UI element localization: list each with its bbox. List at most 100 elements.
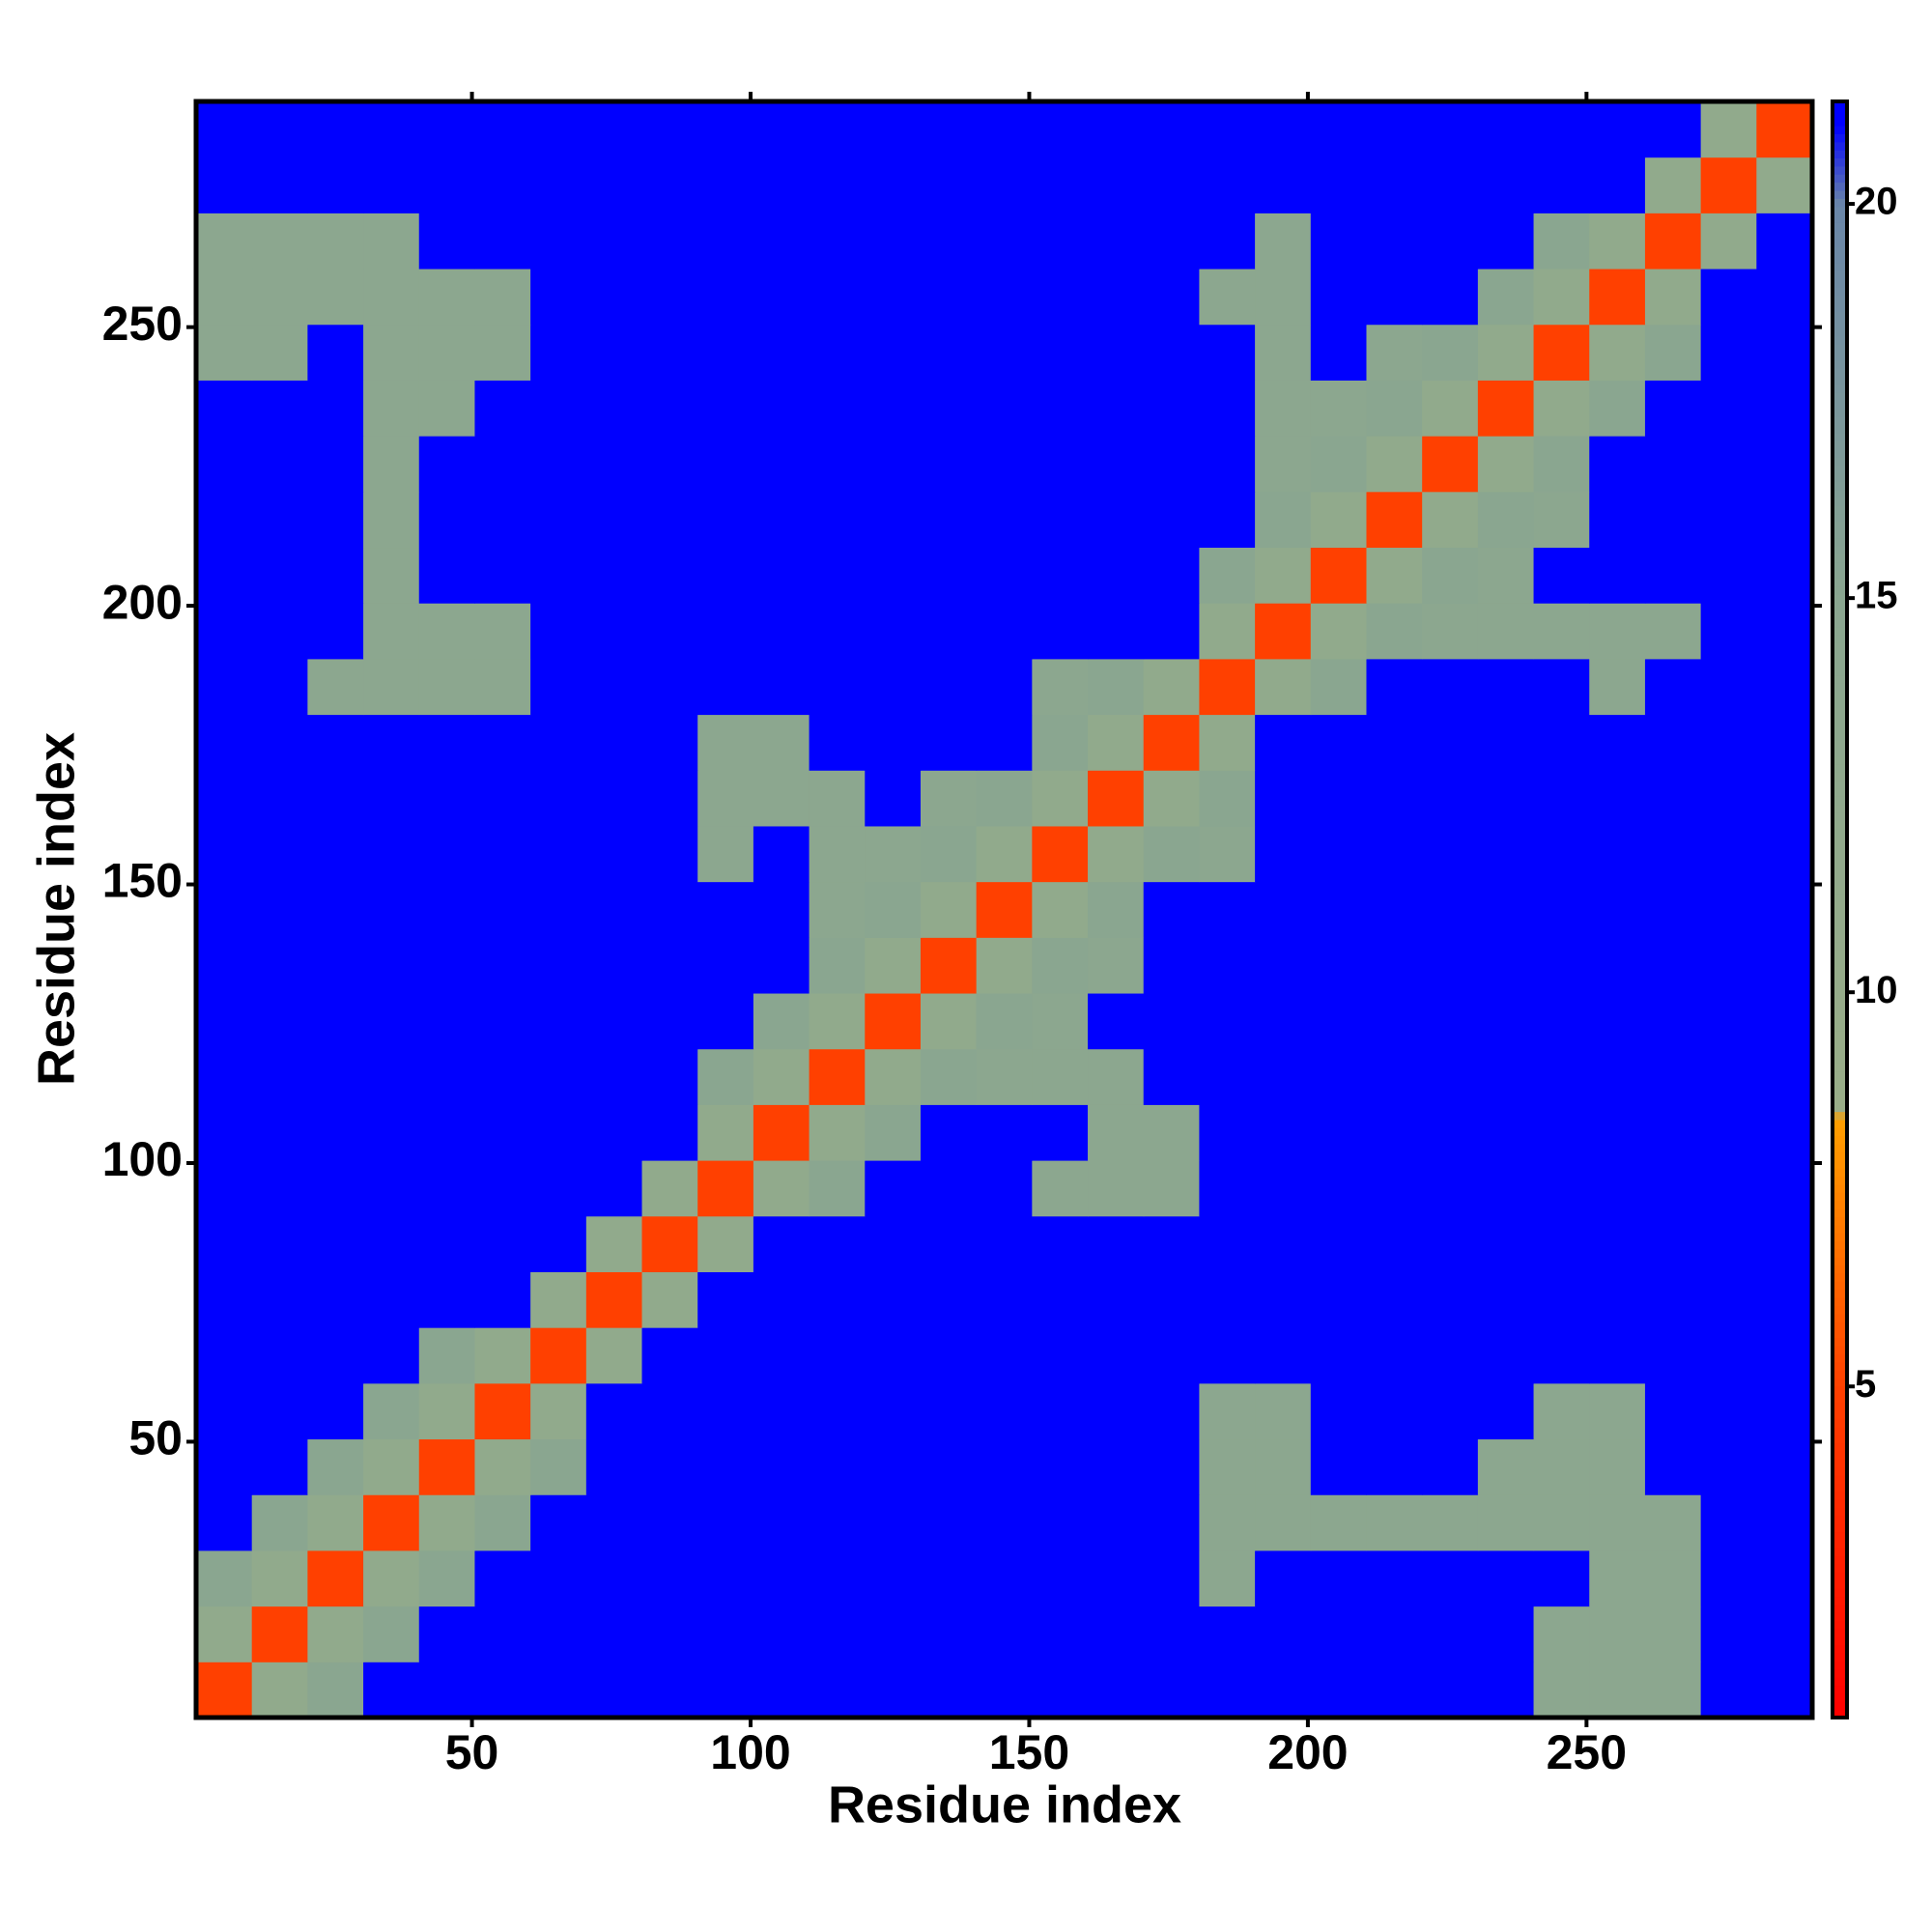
heatmap-cell <box>251 269 308 326</box>
heatmap-cell <box>251 436 308 493</box>
heatmap-cell <box>920 1605 978 1662</box>
colorbar-segment <box>1833 1426 1847 1435</box>
heatmap-cell <box>1756 1215 1813 1272</box>
heatmap-cell <box>697 491 754 549</box>
heatmap-cell <box>809 1271 866 1328</box>
heatmap-cell <box>1310 1438 1367 1495</box>
heatmap-cell <box>1143 881 1200 938</box>
heatmap-cell <box>474 1160 531 1217</box>
heatmap-cell <box>1032 269 1089 326</box>
colorbar-segment <box>1833 117 1847 127</box>
heatmap-cell <box>1589 1382 1646 1440</box>
heatmap-cell <box>418 1215 475 1272</box>
colorbar-segment <box>1833 1636 1847 1646</box>
heatmap-cell <box>1533 1271 1590 1328</box>
heatmap-cell <box>307 156 364 213</box>
colorbar-segment <box>1833 1418 1847 1428</box>
heatmap-cell <box>1756 1605 1813 1662</box>
x-axis-title: Residue index <box>828 1776 1181 1833</box>
heatmap-cell <box>1589 770 1646 827</box>
heatmap-cell <box>920 1438 978 1495</box>
colorbar-segment <box>1833 190 1847 199</box>
heatmap-cell <box>809 380 866 437</box>
heatmap-cell <box>641 380 698 437</box>
heatmap-cell <box>474 547 531 604</box>
heatmap-cell <box>1756 770 1813 827</box>
heatmap-cell <box>865 1271 922 1328</box>
colorbar-segment <box>1833 1548 1847 1557</box>
heatmap-cell <box>697 714 754 771</box>
heatmap-cell <box>363 1048 420 1105</box>
heatmap-cell <box>307 1549 364 1607</box>
heatmap-cell <box>1644 1327 1702 1384</box>
heatmap-cell <box>196 1160 253 1217</box>
colorbar-segment <box>1833 650 1847 660</box>
colorbar-segment <box>1833 820 1847 830</box>
colorbar-segment <box>1833 359 1847 369</box>
heatmap-cell <box>196 937 253 994</box>
heatmap-cell <box>1088 491 1145 549</box>
heatmap-cell <box>363 156 420 213</box>
heatmap-cell <box>865 436 922 493</box>
heatmap-cell <box>1088 714 1145 771</box>
heatmap-cell <box>585 770 643 827</box>
heatmap-cell <box>1644 101 1702 158</box>
colorbar-segment <box>1833 529 1847 539</box>
heatmap-cell <box>1088 101 1145 158</box>
heatmap-cell <box>1589 1104 1646 1161</box>
heatmap-cell <box>1143 1271 1200 1328</box>
colorbar-segment <box>1833 497 1847 506</box>
heatmap-cell <box>1644 1662 1702 1719</box>
colorbar-segment <box>1833 1176 1847 1185</box>
heatmap-cell <box>1310 436 1367 493</box>
heatmap-cell <box>976 1160 1033 1217</box>
heatmap-cell <box>1422 1327 1479 1384</box>
colorbar-segment <box>1833 1233 1847 1241</box>
colorbar-segment <box>1833 933 1847 943</box>
colorbar-segment <box>1833 578 1847 587</box>
heatmap-cell <box>1032 1438 1089 1495</box>
heatmap-cell <box>1422 1160 1479 1217</box>
heatmap-cell <box>976 101 1033 158</box>
heatmap-cell <box>251 1549 308 1607</box>
heatmap-cell <box>809 770 866 827</box>
heatmap-cell <box>1700 1494 1757 1551</box>
heatmap-cell <box>1143 1382 1200 1440</box>
heatmap-cell <box>809 658 866 716</box>
y-axis-title: Residue index <box>27 732 85 1086</box>
heatmap-cell <box>1366 269 1423 326</box>
heatmap-cell <box>976 1327 1033 1384</box>
heatmap-cell <box>251 937 308 994</box>
heatmap-cell <box>1310 101 1367 158</box>
colorbar-segment <box>1833 1063 1847 1072</box>
heatmap-cell <box>809 213 866 270</box>
heatmap-cell <box>474 881 531 938</box>
heatmap-cell <box>865 1494 922 1551</box>
heatmap-cell <box>1143 213 1200 270</box>
heatmap-cell <box>196 1382 253 1440</box>
heatmap-cell <box>418 658 475 716</box>
heatmap-cell <box>307 603 364 660</box>
heatmap-cell <box>865 1215 922 1272</box>
heatmap-cell <box>1088 1438 1145 1495</box>
y-tick-label: 200 <box>102 575 183 629</box>
heatmap-cell <box>418 825 475 883</box>
heatmap-cell <box>1199 1271 1256 1328</box>
heatmap-cell <box>1644 324 1702 381</box>
heatmap-cell <box>865 1104 922 1161</box>
heatmap-cell <box>363 491 420 549</box>
heatmap-cell <box>1032 993 1089 1050</box>
heatmap-cell <box>1088 1104 1145 1161</box>
heatmap-cell <box>251 324 308 381</box>
heatmap-cell <box>363 714 420 771</box>
heatmap-cell <box>307 937 364 994</box>
heatmap-cell <box>1032 324 1089 381</box>
heatmap-cell <box>251 1271 308 1328</box>
colorbar-segment <box>1833 715 1847 724</box>
colorbar-segment <box>1833 707 1847 717</box>
heatmap-cell <box>530 658 587 716</box>
heatmap-cell <box>976 937 1033 994</box>
heatmap-cell <box>1255 101 1312 158</box>
heatmap-cell <box>865 714 922 771</box>
heatmap-cell <box>753 1605 810 1662</box>
